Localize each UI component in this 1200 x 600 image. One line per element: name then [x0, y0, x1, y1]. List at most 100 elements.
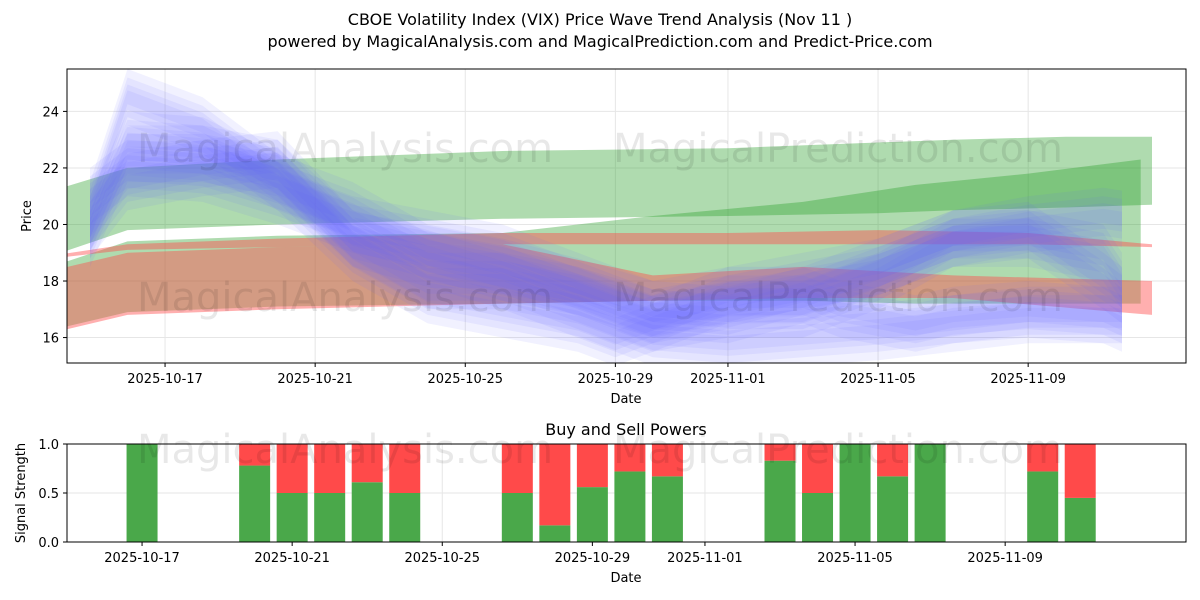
- sell-bar-2025-11-11: [1064, 444, 1096, 498]
- sell-bar-2025-11-10: [1027, 444, 1059, 472]
- blue-wave-2-layer-2: [90, 127, 1122, 328]
- power-chart-title: Buy and Sell Powers: [545, 420, 707, 439]
- buy-bar-2025-11-10: [1027, 471, 1059, 542]
- power-ytick-label: 0.5: [38, 487, 59, 502]
- blue-wave-1-layer-2: [90, 141, 1122, 337]
- price-ytick-label: 16: [42, 332, 59, 347]
- sell-bar-2025-10-28: [539, 444, 571, 526]
- blue-wave-2-layer-0: [90, 111, 1122, 344]
- buy-bar-2025-11-11: [1064, 497, 1096, 542]
- blue-wave-1-layer-1: [90, 134, 1122, 344]
- buy-bar-2025-10-22: [314, 493, 346, 542]
- price-bands: [67, 69, 1152, 363]
- watermark-top-4: MagicalPrediction.com: [613, 275, 1063, 321]
- sell-bar-2025-10-20: [239, 444, 271, 466]
- blue-wave-3-layer-1: [90, 139, 1122, 363]
- buy-bar-2025-10-21: [276, 493, 308, 542]
- buy-bar-2025-11-06: [877, 476, 909, 542]
- price-xtick-label: 2025-10-21: [277, 372, 353, 387]
- price-ytick-label: 20: [42, 218, 59, 233]
- sell-bar-2025-10-30: [614, 444, 646, 472]
- blue-wave-4-layer-1: [90, 148, 1122, 330]
- price-plot-frame: [66, 68, 1187, 364]
- power-xtick-label: 2025-10-17: [104, 551, 180, 566]
- power-bars: [126, 444, 1096, 542]
- power-xtick-label: 2025-10-25: [404, 551, 480, 566]
- blue-wave-4-layer-2: [90, 155, 1122, 322]
- buy-bar-2025-10-20: [239, 465, 271, 542]
- blue-wave-2-layer-1: [90, 119, 1122, 335]
- price-axis-ticks: 16 18 20 22 24 2025-10-17 2025-10-21 2025-10-25…: [42, 105, 1065, 387]
- red-band-1: [67, 244, 1152, 330]
- chart-title: CBOE Volatility Index (VIX) Price Wave T…: [348, 10, 852, 29]
- sell-bar-2025-10-29: [576, 444, 608, 488]
- red-band-0: [67, 230, 1152, 257]
- buy-bar-2025-11-05: [839, 444, 871, 542]
- watermark-top-3: MagicalAnalysis.com: [137, 275, 553, 321]
- blue-wave-1-layer-0: [90, 125, 1122, 352]
- price-grid: [67, 69, 1186, 363]
- price-xtick-label: 2025-11-09: [990, 372, 1066, 387]
- buy-sell-power-chart: Buy and Sell Powers MagicalAnalysis.com …: [14, 420, 1187, 586]
- watermark-top-2: MagicalPrediction.com: [613, 126, 1063, 172]
- sell-bar-2025-10-21: [276, 444, 308, 493]
- sell-bar-2025-11-04: [802, 444, 834, 493]
- sell-bar-2025-10-27: [501, 444, 533, 493]
- blue-wave-2-layer-3: [90, 132, 1122, 322]
- watermark-top-1: MagicalAnalysis.com: [137, 126, 553, 172]
- sell-bar-2025-10-23: [351, 444, 383, 483]
- power-ytick-label: 1.0: [38, 438, 59, 453]
- blue-wave-1-layer-3: [90, 146, 1122, 331]
- power-xtick-label: 2025-11-09: [967, 551, 1043, 566]
- power-y-axis-label: Signal Strength: [14, 443, 29, 543]
- price-y-axis-label: Price: [20, 200, 35, 232]
- blue-wave-3-layer-2: [90, 146, 1122, 356]
- price-x-axis-label: Date: [610, 392, 641, 407]
- buy-bar-2025-10-23: [351, 482, 383, 542]
- price-ytick-label: 18: [42, 275, 59, 290]
- buy-bar-2025-10-17: [126, 444, 158, 542]
- price-xtick-label: 2025-10-29: [578, 372, 654, 387]
- blue-wave-3-layer-3: [90, 152, 1122, 351]
- buy-bar-2025-10-28: [539, 525, 571, 542]
- price-wave-chart: MagicalAnalysis.com MagicalPrediction.co…: [20, 68, 1187, 407]
- blue-wave-4-layer-0: [90, 139, 1122, 338]
- blue-wave-0-layer-0: [90, 69, 1122, 363]
- power-ytick-label: 0.0: [38, 536, 59, 551]
- buy-bar-2025-10-24: [389, 493, 421, 542]
- power-axis-ticks: 0.0 0.5 1.0 2025-10-17 2025-10-21 2025-10-25 2…: [38, 438, 1043, 566]
- chart-subtitle: powered by MagicalAnalysis.com and Magic…: [267, 32, 932, 51]
- buy-bar-2025-11-03: [764, 460, 796, 542]
- blue-wave-0-layer-2: [90, 84, 1122, 351]
- buy-bar-2025-11-04: [802, 493, 834, 542]
- power-xtick-label: 2025-10-21: [254, 551, 330, 566]
- price-ytick-label: 24: [42, 105, 59, 120]
- buy-bar-2025-10-30: [614, 471, 646, 542]
- power-xtick-label: 2025-11-01: [667, 551, 743, 566]
- power-xtick-label: 2025-11-05: [817, 551, 893, 566]
- buy-bar-2025-10-31: [651, 476, 683, 542]
- price-xtick-label: 2025-10-17: [127, 372, 203, 387]
- blue-wave-0-layer-1: [90, 77, 1122, 358]
- power-xtick-label: 2025-10-29: [555, 551, 631, 566]
- watermark-bottom-2: MagicalPrediction.com: [613, 427, 1063, 473]
- sell-bar-2025-10-22: [314, 444, 346, 493]
- buy-bar-2025-11-07: [914, 444, 946, 542]
- buy-bar-2025-10-29: [576, 487, 608, 542]
- blue-wave-3-layer-0: [90, 131, 1122, 363]
- sell-bar-2025-10-24: [389, 444, 421, 493]
- power-x-axis-label: Date: [610, 571, 641, 586]
- watermark-bottom-1: MagicalAnalysis.com: [137, 427, 553, 473]
- price-xtick-label: 2025-10-25: [427, 372, 503, 387]
- green-band-1: [67, 159, 1141, 327]
- blue-wave-4-layer-3: [90, 160, 1122, 317]
- price-xtick-label: 2025-11-01: [690, 372, 766, 387]
- sell-bar-2025-10-31: [651, 444, 683, 477]
- buy-bar-2025-10-27: [501, 493, 533, 542]
- blue-wave-0-layer-3: [90, 90, 1122, 345]
- green-band-0: [67, 136, 1152, 251]
- price-ytick-label: 22: [42, 162, 59, 177]
- price-xtick-label: 2025-11-05: [840, 372, 916, 387]
- sell-bar-2025-11-06: [877, 444, 909, 477]
